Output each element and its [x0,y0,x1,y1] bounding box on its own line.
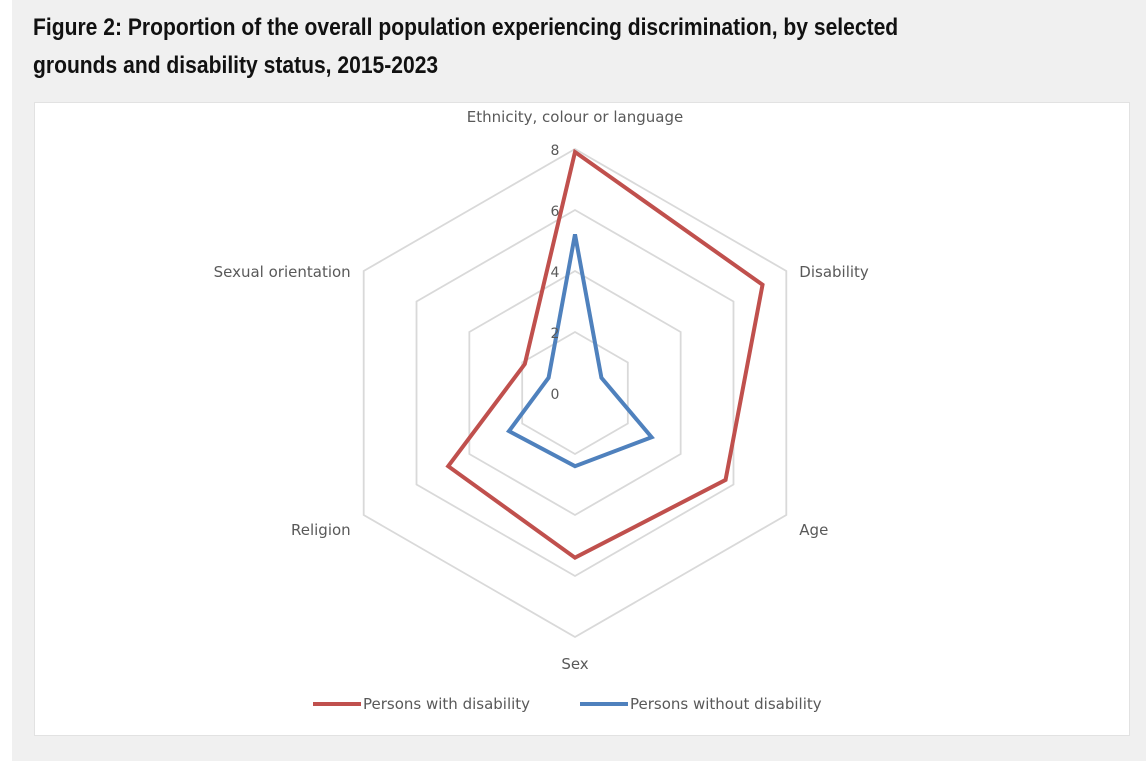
axis-label: Religion [291,521,351,539]
legend-label: Persons with disability [363,695,530,713]
radar-axis-labels: Ethnicity, colour or language Disability A… [214,108,869,673]
radar-grid [362,147,788,639]
tick-label: 8 [551,143,560,159]
series-line-without-disability [505,234,655,469]
radar-ticks: 0 2 4 6 8 [551,143,560,403]
axis-label: Age [799,521,828,539]
chart-legend: Persons with disability Persons without d… [313,695,822,713]
grid-ring [468,269,682,517]
axis-label: Ethnicity, colour or language [467,108,683,126]
tick-label: 6 [551,204,560,220]
radar-series [445,148,765,561]
chart-panel: 0 2 4 6 8 Ethnicity, colour or language Disab… [34,102,1130,736]
series-line-with-disability [445,148,765,561]
figure-page: Figure 2: Proportion of the overall popu… [12,0,1146,761]
legend-label: Persons without disability [630,695,822,713]
tick-label: 4 [551,265,560,281]
tick-label: 0 [551,387,560,403]
axis-label: Disability [799,263,869,281]
axis-label: Sex [561,655,588,673]
tick-label: 2 [551,326,560,342]
grid-ring [521,330,629,456]
figure-title: Figure 2: Proportion of the overall popu… [33,14,899,79]
radar-chart: 0 2 4 6 8 Ethnicity, colour or language Disab… [214,108,869,713]
grid-ring [415,208,735,578]
grid-ring [362,147,788,639]
axis-label: Sexual orientation [214,263,351,281]
